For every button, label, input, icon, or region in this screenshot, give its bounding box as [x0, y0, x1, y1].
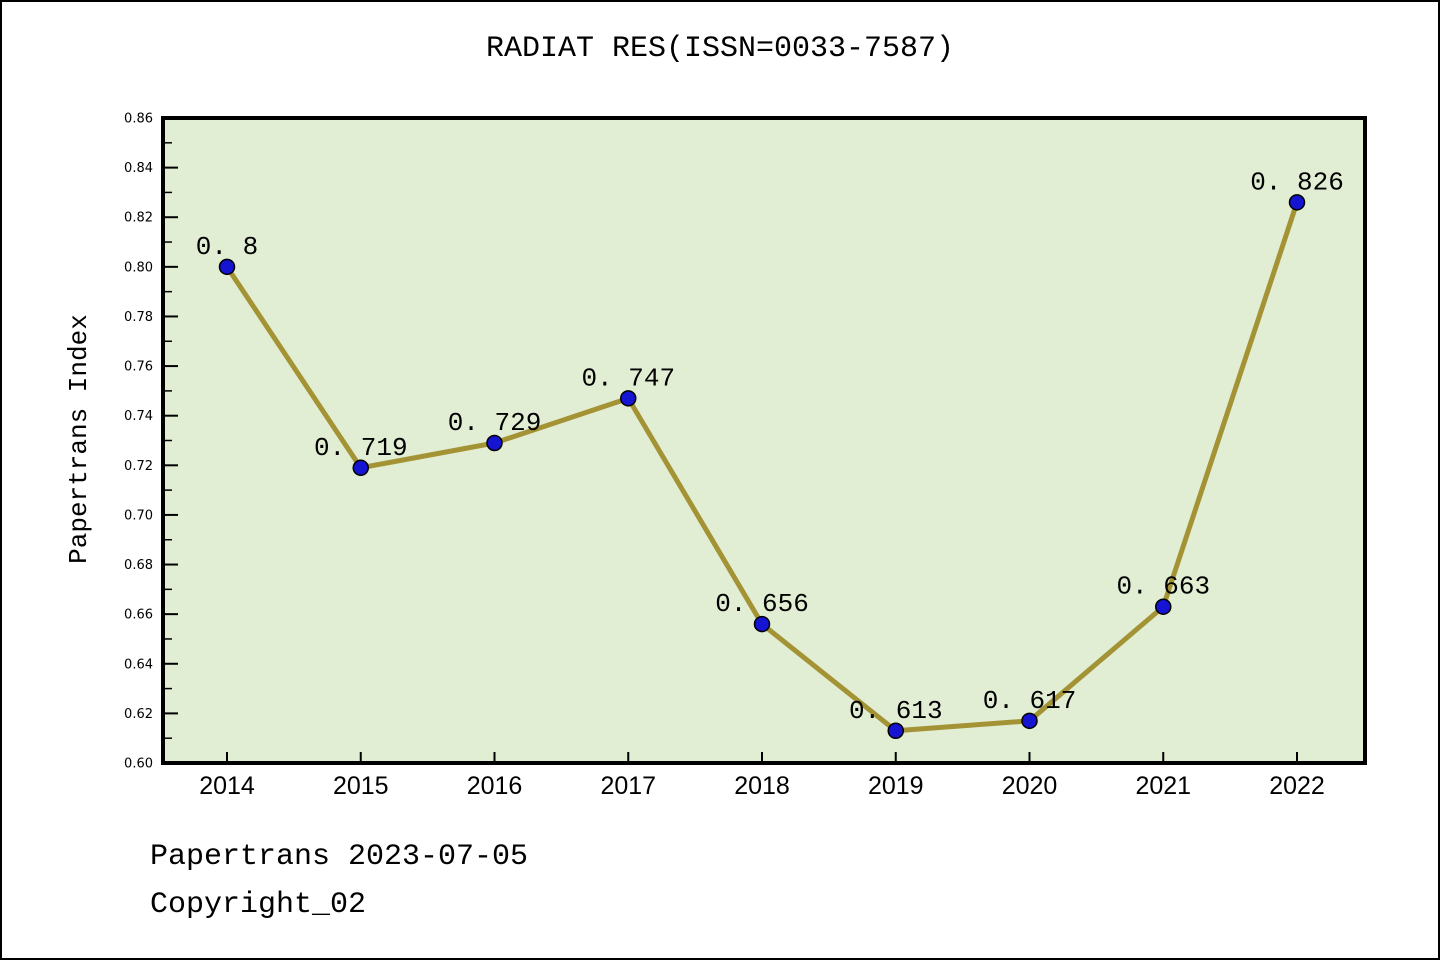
y-tick-label: 0.66	[124, 608, 153, 623]
data-point	[1288, 194, 1306, 211]
plot-area	[161, 116, 1367, 765]
data-point	[1021, 712, 1038, 730]
y-tick-label: 0.86	[124, 112, 153, 127]
data-point-label: 0. 8	[196, 232, 258, 262]
chart-title: RADIAT RES(ISSN=0033-7587)	[485, 32, 955, 66]
data-point	[486, 434, 503, 452]
y-tick-label: 0.68	[124, 558, 153, 573]
x-tick-label: 2014	[199, 772, 255, 800]
x-tick-label: 2022	[1269, 772, 1325, 800]
data-point-label: 0. 656	[715, 589, 809, 619]
y-tick-label: 0.62	[124, 707, 153, 722]
footer-copyright: Copyright_02	[150, 888, 367, 922]
y-tick-label: 0.76	[124, 360, 153, 375]
y-tick-label: 0.74	[124, 409, 153, 424]
data-point-label: 0. 729	[448, 408, 542, 438]
data-point-label: 0. 826	[1250, 167, 1344, 197]
x-tick-label: 2016	[467, 772, 523, 800]
x-tick-label: 2021	[1135, 772, 1191, 800]
data-point	[352, 459, 369, 477]
y-tick-label: 0.84	[124, 161, 153, 176]
y-tick-label: 0.78	[124, 310, 153, 325]
data-point-label: 0. 719	[314, 433, 408, 463]
data-point	[753, 615, 771, 633]
data-point-label: 0. 617	[983, 686, 1077, 716]
y-tick-label: 0.72	[124, 459, 153, 474]
data-point	[218, 258, 236, 276]
x-tick-label: 2018	[734, 772, 790, 800]
data-point	[1155, 598, 1172, 615]
y-tick-label: 0.80	[124, 260, 153, 275]
y-tick-label: 0.64	[124, 657, 153, 672]
data-point-label: 0. 613	[849, 696, 943, 726]
footer-source-date: Papertrans 2023-07-05	[150, 840, 529, 874]
data-point-label: 0. 747	[581, 363, 675, 393]
x-tick-label: 2017	[600, 772, 656, 800]
x-tick-label: 2015	[333, 772, 389, 800]
data-point	[620, 390, 637, 407]
y-tick-label: 0.70	[124, 508, 153, 523]
x-tick-label: 2019	[868, 772, 924, 800]
y-tick-label: 0.60	[124, 757, 153, 772]
x-tick-label: 2020	[1002, 772, 1058, 800]
data-point	[887, 722, 904, 739]
y-tick-label: 0.82	[124, 211, 153, 226]
data-point-label: 0. 663	[1116, 572, 1210, 602]
